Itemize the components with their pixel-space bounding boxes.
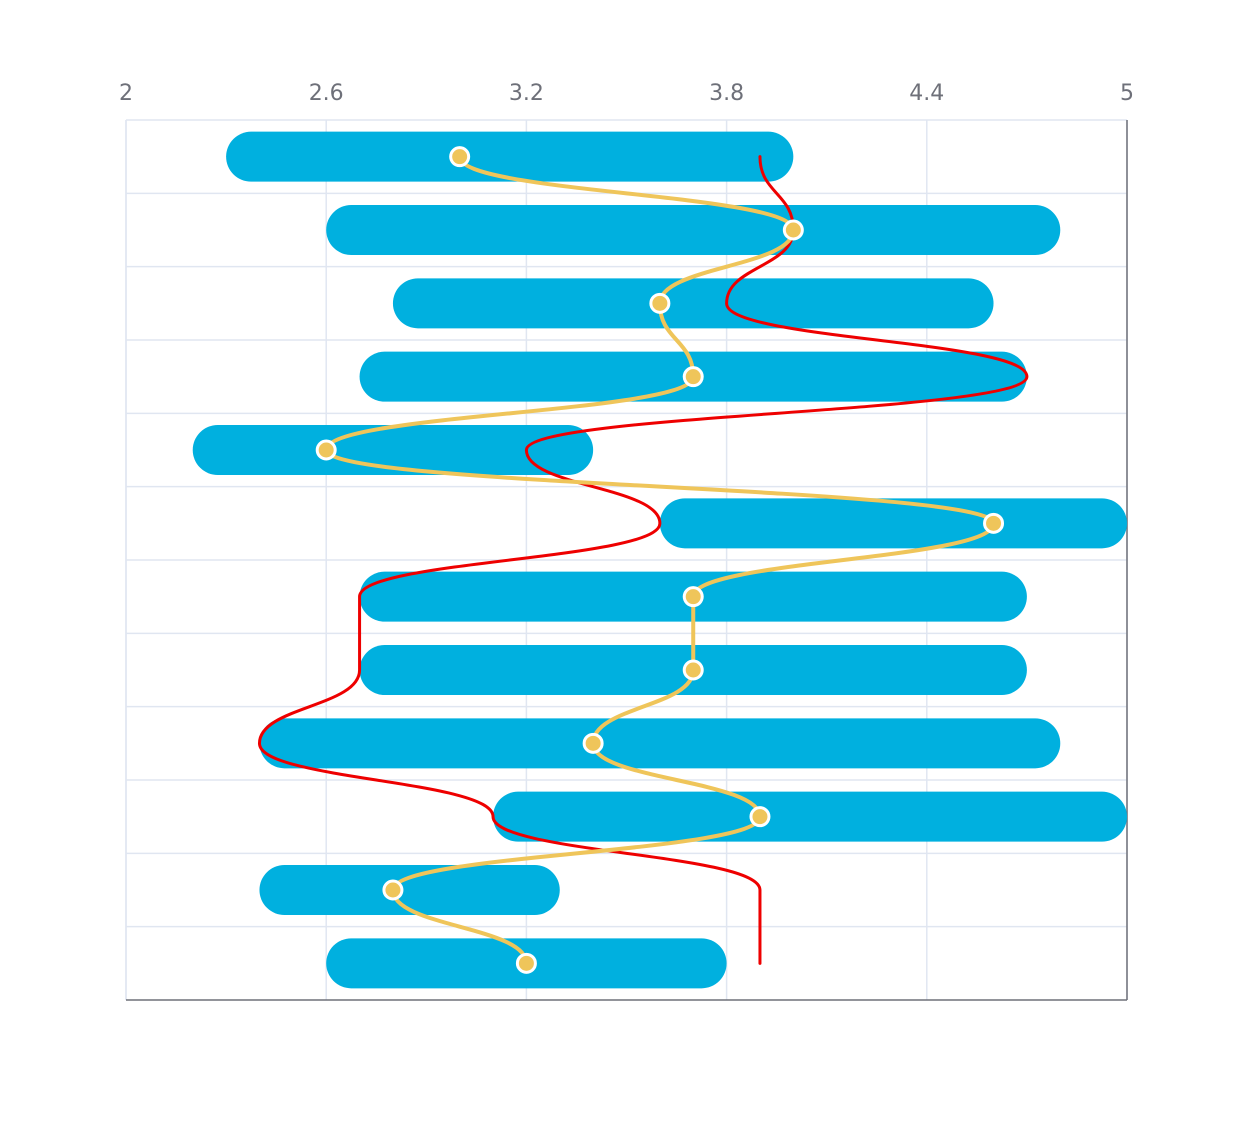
series-point	[449, 146, 471, 168]
range-bar	[192, 425, 594, 475]
series-point	[749, 806, 771, 828]
red-series-line	[257, 155, 1029, 965]
series-point	[682, 586, 704, 608]
range-bar	[326, 205, 1061, 255]
x-tick-label: 3.8	[709, 81, 744, 106]
series-point	[682, 366, 704, 388]
series-point	[649, 292, 671, 314]
series-point	[782, 219, 804, 241]
series-point	[983, 512, 1005, 534]
x-tick-label: 4.4	[909, 81, 944, 106]
range-bar	[259, 865, 560, 915]
series-point	[382, 879, 404, 901]
range-bar	[392, 278, 994, 329]
range-bars	[192, 131, 1127, 989]
x-tick-label: 3.2	[509, 81, 544, 106]
range-bar	[659, 498, 1127, 549]
x-tick-label: 5	[1120, 81, 1134, 106]
range-bar	[259, 718, 1061, 769]
axes: 2 2.6 3.2 3.8 4.4 5	[119, 81, 1134, 1001]
x-tick-label: 2.6	[309, 81, 344, 106]
series-point	[682, 659, 704, 681]
x-tick-label: 2	[119, 81, 133, 106]
range-bar	[493, 791, 1127, 842]
series-point	[315, 439, 337, 461]
range-bar	[226, 131, 794, 182]
series-point	[515, 952, 537, 974]
markers	[315, 146, 1005, 974]
series-point	[582, 732, 604, 754]
